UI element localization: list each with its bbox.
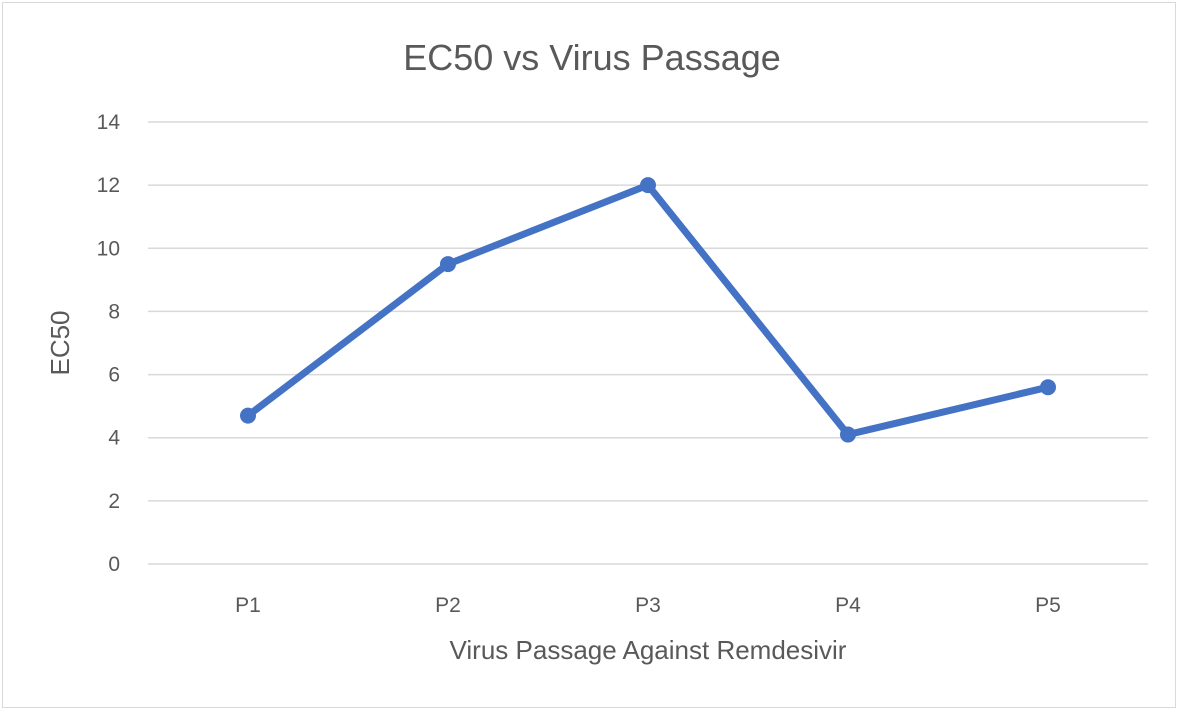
series-line — [244, 181, 1052, 439]
data-point — [840, 426, 856, 443]
data-point — [240, 407, 256, 424]
y-tick-label: 4 — [108, 427, 120, 450]
x-tick-label: P4 — [835, 594, 861, 617]
x-axis-title: Virus Passage Against Remdesivir — [450, 635, 847, 665]
y-tick-label: 14 — [97, 111, 121, 134]
x-tick-label: P5 — [1035, 594, 1061, 617]
y-axis-ticks: 0 2 4 6 8 10 12 14 — [97, 111, 121, 576]
y-tick-label: 10 — [97, 237, 120, 260]
x-tick-label: P2 — [435, 594, 461, 617]
y-tick-label: 2 — [108, 490, 120, 513]
gridlines — [148, 121, 1148, 565]
x-axis-ticks: P1 P2 P3 P4 P5 — [235, 594, 1061, 617]
data-point — [440, 256, 456, 273]
x-tick-label: P1 — [235, 594, 261, 617]
y-axis-title: EC50 — [45, 310, 75, 375]
y-tick-label: 8 — [108, 300, 120, 323]
data-point — [640, 177, 656, 194]
x-tick-label: P3 — [635, 594, 661, 617]
data-point — [1040, 379, 1056, 396]
series-group — [240, 177, 1056, 443]
chart-title: EC50 vs Virus Passage — [403, 37, 781, 78]
y-tick-label: 12 — [97, 174, 120, 197]
y-tick-label: 0 — [108, 553, 120, 576]
y-tick-label: 6 — [108, 364, 120, 387]
